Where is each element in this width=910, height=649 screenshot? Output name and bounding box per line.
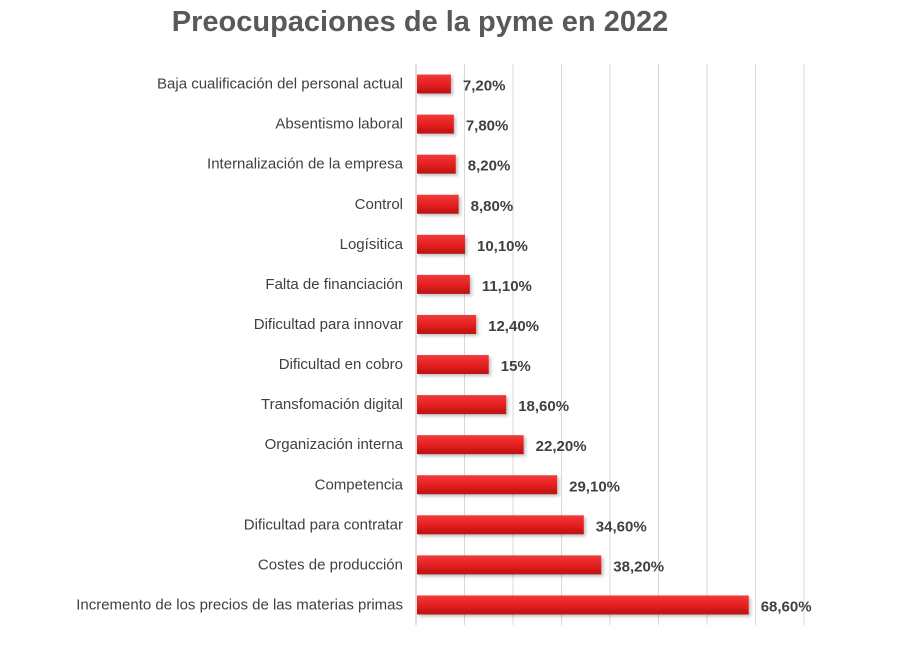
category-label: Baja cualificación del personal actual (157, 76, 403, 93)
category-label: Dificultad en cobro (279, 356, 403, 373)
data-label: 68,60% (761, 598, 812, 615)
data-label: 7,80% (466, 118, 509, 135)
category-label: Dificultad para innovar (254, 316, 403, 333)
data-label: 38,20% (613, 558, 664, 575)
bar (417, 74, 451, 94)
bar (417, 515, 584, 535)
bar (417, 234, 465, 254)
data-label: 29,10% (569, 478, 620, 495)
bar (417, 194, 459, 214)
data-label: 15% (501, 358, 531, 375)
data-label: 10,10% (477, 238, 528, 255)
data-label: 12,40% (488, 318, 539, 335)
grid-lines (415, 64, 805, 625)
category-label: Transfomación digital (261, 396, 403, 413)
category-label: Organización interna (265, 436, 404, 453)
data-label: 22,20% (536, 438, 587, 455)
category-label: Competencia (315, 476, 404, 493)
category-label: Falta de financiación (265, 276, 403, 293)
data-label: 11,10% (482, 278, 532, 295)
chart-title: Preocupaciones de la pyme en 2022 (171, 6, 669, 38)
bar (417, 114, 454, 134)
category-label: Control (355, 196, 403, 213)
category-label: Internalización de la empresa (207, 156, 404, 173)
category-label: Logísitica (340, 236, 404, 253)
bar (417, 435, 524, 455)
bar (417, 595, 749, 615)
data-label: 18,60% (518, 398, 569, 415)
bar (417, 555, 602, 575)
bars (417, 74, 749, 615)
data-label: 8,20% (468, 158, 511, 175)
bar (417, 154, 456, 174)
bar (417, 314, 477, 334)
category-label: Costes de producción (258, 556, 403, 573)
category-label: Absentismo laboral (275, 116, 403, 133)
bar (417, 395, 507, 415)
category-label: Incremento de los precios de las materia… (76, 596, 403, 613)
bar (417, 475, 558, 495)
bar (417, 274, 470, 294)
data-label: 8,80% (471, 198, 514, 215)
category-label: Dificultad para contratar (244, 516, 403, 533)
data-label: 34,60% (596, 518, 647, 535)
data-label: 7,20% (463, 78, 506, 95)
labels: Baja cualificación del personal actual 7,… (76, 76, 811, 616)
bar (417, 355, 489, 375)
